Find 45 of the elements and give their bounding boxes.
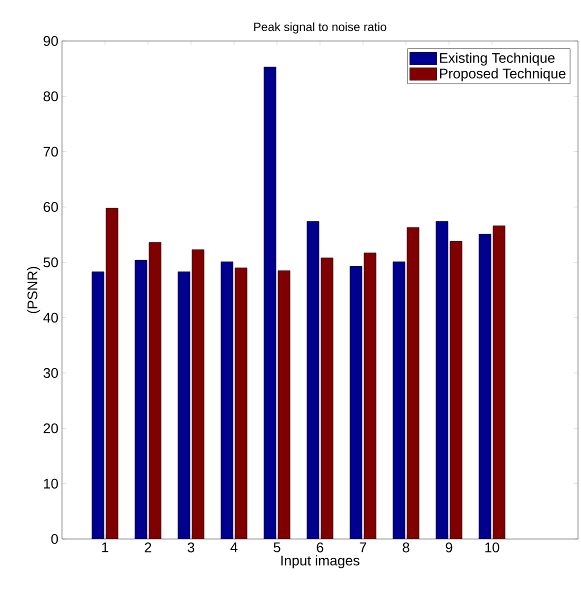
- x-tick-label: 4: [230, 542, 238, 552]
- y-tick-label: 30: [43, 368, 58, 378]
- bar: [492, 226, 506, 539]
- legend-label: Existing Technique: [440, 52, 555, 66]
- bar: [106, 208, 118, 539]
- x-tick-label: 7: [360, 542, 366, 552]
- bar: [306, 221, 320, 539]
- y-tick-label: 60: [44, 202, 58, 212]
- legend-label: Proposed Technique: [440, 68, 566, 82]
- y-tick-label: 40: [43, 312, 58, 323]
- bar: [364, 252, 376, 539]
- y-tick-label: 0: [51, 534, 58, 544]
- x-tick-label: 5: [274, 542, 280, 552]
- bar: [264, 66, 276, 539]
- bar: [134, 260, 148, 539]
- bar: [350, 266, 362, 539]
- y-tick-label: 90: [44, 36, 58, 46]
- bar: [92, 272, 104, 539]
- bar: [478, 234, 492, 539]
- x-tick-label: 2: [144, 542, 152, 552]
- bar: [178, 272, 190, 539]
- x-tick-label: 10: [485, 542, 500, 552]
- bar: [234, 268, 248, 539]
- bar: [320, 258, 334, 539]
- bar: [392, 262, 406, 539]
- y-tick-label: 70: [44, 146, 58, 157]
- y-axis-title: (PSNR): [27, 266, 40, 314]
- y-tick-label: 10: [44, 478, 58, 489]
- bar: [450, 241, 462, 539]
- chart-title: Peak signal to noise ratio: [254, 22, 386, 34]
- x-tick-label: 9: [446, 542, 452, 552]
- x-tick-label: 8: [402, 542, 410, 552]
- y-tick-label: 50: [44, 257, 58, 268]
- bar: [406, 227, 420, 539]
- bar: [220, 262, 234, 539]
- x-axis-title: Input images: [281, 555, 360, 568]
- bar: [192, 249, 204, 539]
- y-tick-label: 20: [44, 423, 58, 434]
- bar: [148, 242, 162, 539]
- y-tick-label: 80: [44, 91, 58, 102]
- bar: [278, 270, 290, 539]
- x-tick-label: 3: [188, 542, 194, 552]
- bar: [436, 221, 448, 539]
- x-tick-label: 6: [316, 542, 324, 552]
- x-tick-label: 1: [102, 542, 108, 552]
